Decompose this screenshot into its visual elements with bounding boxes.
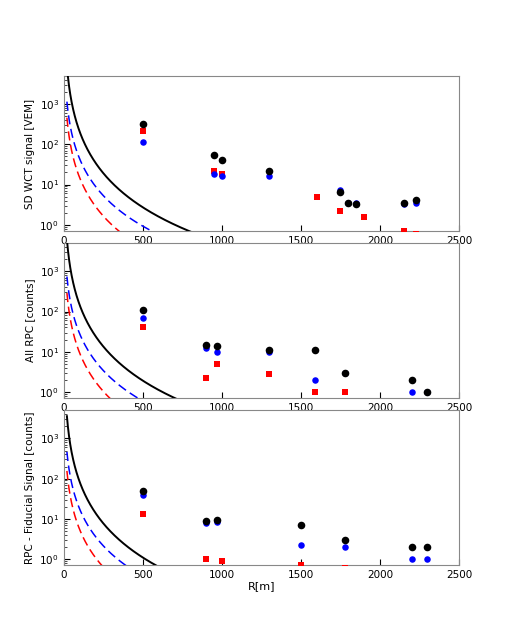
Point	[422, 554, 431, 564]
Point	[351, 199, 359, 210]
Point	[422, 387, 431, 397]
Point	[265, 369, 273, 379]
Point	[310, 375, 319, 385]
X-axis label: R[m]: R[m]	[247, 247, 274, 257]
Point	[138, 126, 147, 136]
X-axis label: R[m]: R[m]	[247, 582, 274, 591]
Point	[202, 554, 210, 564]
Point	[411, 197, 419, 208]
Point	[213, 514, 221, 525]
Point	[138, 486, 147, 496]
Point	[296, 520, 304, 530]
Point	[138, 323, 147, 333]
Point	[399, 199, 407, 210]
Point	[213, 516, 221, 526]
Point	[341, 368, 349, 378]
Point	[217, 170, 225, 180]
Point	[336, 206, 344, 216]
Point	[202, 373, 210, 383]
Point	[359, 211, 367, 222]
Point	[202, 340, 210, 350]
Point	[138, 119, 147, 129]
Point	[217, 556, 225, 566]
Point	[265, 171, 273, 182]
Point	[138, 490, 147, 500]
Point	[399, 197, 407, 208]
Point	[336, 185, 344, 195]
Point	[304, 399, 313, 409]
Point	[265, 166, 273, 176]
Point	[344, 197, 352, 208]
Point	[138, 312, 147, 323]
Point	[213, 359, 221, 369]
Point	[210, 170, 218, 180]
Point	[422, 387, 431, 397]
Point	[336, 187, 344, 197]
Point	[407, 387, 415, 397]
Point	[296, 540, 304, 551]
Point	[341, 563, 349, 573]
Point	[341, 535, 349, 545]
Point	[310, 387, 319, 397]
Point	[341, 368, 349, 378]
Point	[213, 341, 221, 351]
Point	[265, 345, 273, 355]
Point	[407, 542, 415, 552]
Point	[202, 518, 210, 528]
Point	[399, 226, 407, 236]
Point	[411, 194, 419, 204]
Y-axis label: SD WCT signal [VEM]: SD WCT signal [VEM]	[25, 98, 35, 209]
Point	[217, 156, 225, 166]
Point	[310, 345, 319, 355]
X-axis label: R[m]: R[m]	[247, 414, 274, 424]
Point	[344, 197, 352, 208]
Point	[217, 171, 225, 182]
Point	[407, 554, 415, 564]
Point	[341, 387, 349, 397]
Point	[138, 305, 147, 315]
Point	[341, 542, 349, 552]
Point	[213, 347, 221, 357]
Point	[210, 166, 218, 176]
Point	[296, 560, 304, 570]
Point	[312, 192, 320, 202]
Point	[202, 516, 210, 526]
Point	[407, 375, 415, 385]
Point	[265, 347, 273, 357]
Point	[138, 509, 147, 519]
Point	[202, 344, 210, 354]
Point	[138, 137, 147, 147]
Y-axis label: All RPC [counts]: All RPC [counts]	[25, 279, 35, 363]
Point	[351, 197, 359, 208]
Point	[210, 150, 218, 160]
Point	[422, 542, 431, 552]
Point	[411, 229, 419, 239]
Y-axis label: RPC - Fiducial Signal [counts]: RPC - Fiducial Signal [counts]	[25, 411, 35, 564]
